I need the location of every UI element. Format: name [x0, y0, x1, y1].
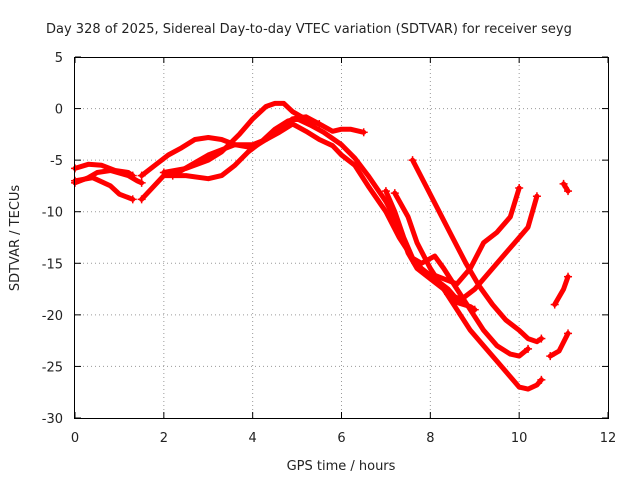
data-point-marker	[524, 344, 533, 353]
data-point-marker	[137, 195, 146, 204]
data-point-marker	[564, 272, 573, 281]
x-tick-label: 12	[600, 431, 617, 446]
data-point-marker	[137, 171, 146, 180]
series-track-1	[72, 161, 136, 179]
x-axis-label: GPS time / hours	[287, 459, 396, 474]
data-point-marker	[408, 156, 417, 165]
x-tick-label: 0	[71, 431, 79, 446]
data-point-marker	[426, 269, 435, 278]
y-tick-label: 0	[55, 103, 63, 118]
y-tick-label: -30	[42, 412, 63, 427]
plot-series	[71, 100, 573, 392]
series-track-10	[410, 157, 544, 345]
series-track-7	[170, 114, 367, 179]
data-point-marker	[564, 329, 573, 338]
data-point-marker	[128, 195, 137, 204]
y-tick-label: -25	[42, 360, 63, 375]
data-point-marker	[381, 187, 390, 196]
series-track-11	[427, 185, 522, 287]
x-tick-label: 10	[511, 431, 528, 446]
series-track-3	[72, 168, 145, 186]
x-tick-label: 4	[249, 431, 257, 446]
data-point-marker	[550, 300, 559, 309]
series-track-5	[139, 116, 478, 313]
data-point-marker	[537, 375, 546, 384]
data-point-marker	[137, 178, 146, 187]
data-point-marker	[564, 187, 573, 196]
data-point-marker	[168, 171, 177, 180]
data-point-marker	[559, 179, 568, 188]
y-tick-label: -20	[42, 309, 63, 324]
y-tick-label: -5	[50, 154, 63, 169]
data-point-marker	[444, 290, 453, 299]
data-point-marker	[532, 192, 541, 201]
series-track-14	[547, 330, 571, 359]
series-track-13	[552, 274, 571, 307]
chart-title: Day 328 of 2025, Sidereal Day-to-day VTE…	[46, 22, 572, 37]
data-point-marker	[546, 352, 555, 361]
data-point-marker	[159, 168, 168, 177]
series-track-12	[445, 193, 540, 302]
x-tick-label: 2	[160, 431, 168, 446]
y-tick-label: -15	[42, 257, 63, 272]
y-axis-label: SDTVAR / TECUs	[8, 185, 23, 292]
data-point-marker	[359, 128, 368, 137]
y-tick-label: 5	[55, 51, 63, 66]
data-point-marker	[390, 189, 399, 198]
series-track-9	[392, 190, 544, 392]
x-tick-label: 6	[337, 431, 345, 446]
y-tick-label: -10	[42, 206, 63, 221]
data-point-marker	[537, 334, 546, 343]
data-point-marker	[515, 183, 524, 192]
axis-ticks: 0 2 4 6 8 10 12 5 0 -5 -10 -15 -20 -25 -30	[42, 51, 617, 446]
x-tick-label: 8	[426, 431, 434, 446]
grid	[75, 57, 608, 418]
